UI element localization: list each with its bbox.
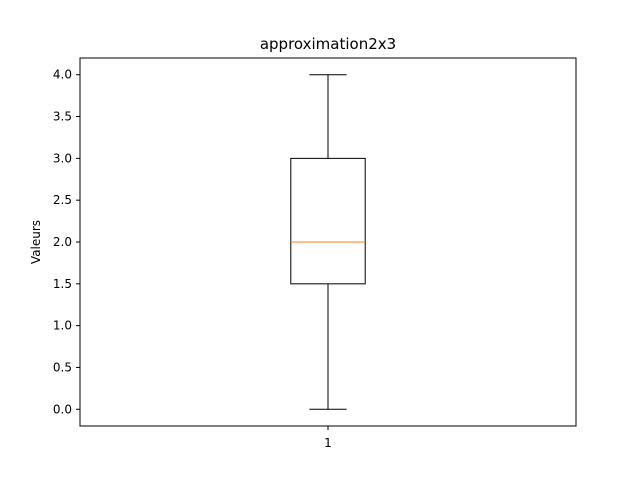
y-tick-label: 1.5 [53, 277, 72, 291]
y-tick-label: 2.5 [53, 193, 72, 207]
y-tick-label: 0.0 [53, 402, 72, 416]
x-axis-ticks: 1 [324, 426, 332, 450]
box-1 [290, 74, 366, 410]
x-tick-label: 1 [324, 436, 332, 450]
interquartile-box [290, 157, 366, 285]
y-axis-ticks: 0.0 0.5 1.0 1.5 2.0 2.5 3.0 3.5 4.0 [53, 68, 80, 416]
plot-area-frame [79, 57, 577, 427]
y-axis-label: Valeurs [29, 220, 43, 264]
y-tick-label: 2.0 [53, 235, 72, 249]
y-tick-label: 4.0 [53, 68, 72, 82]
chart-title: approximation2x3 [260, 35, 396, 53]
y-tick-label: 0.5 [53, 360, 72, 374]
y-tick-label: 3.0 [53, 151, 72, 165]
box-series [290, 74, 366, 410]
y-tick-label: 3.5 [53, 110, 72, 124]
y-tick-label: 1.0 [53, 319, 72, 333]
